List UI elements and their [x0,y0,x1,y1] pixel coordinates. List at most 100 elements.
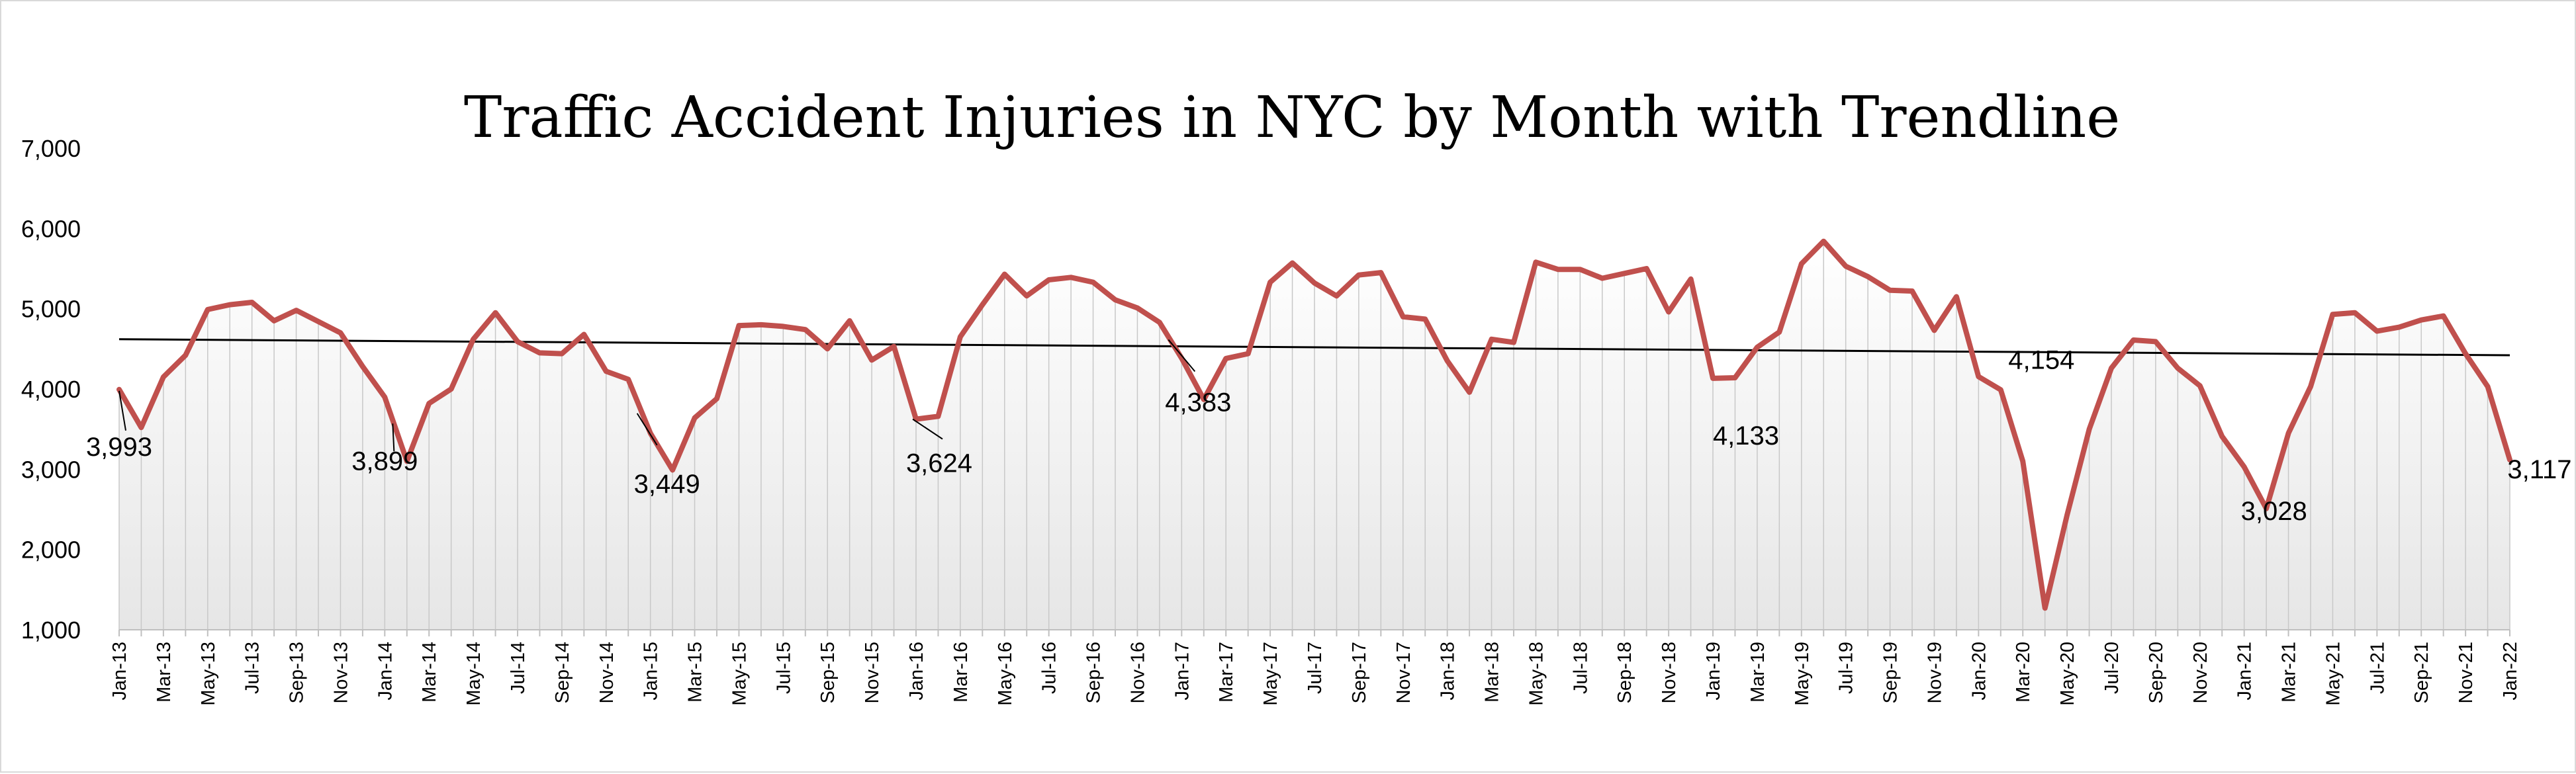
data-point [1225,357,1227,359]
data-point [1269,281,1271,283]
x-tick-label: Jan-19 [1703,642,1724,701]
data-point [473,338,475,340]
x-tick-label: Jan-21 [2234,642,2256,701]
data-point [318,321,319,323]
chart-title: Traffic Accident Injuries in NYC by Mont… [464,85,2120,151]
data-point [1203,398,1205,400]
data-point [1756,346,1758,348]
data-point [185,355,187,357]
data-label-leader [392,423,395,452]
data-point [937,415,939,417]
data-point [1291,262,1293,264]
data-point [1513,341,1514,343]
x-tick-label: Jan-15 [641,642,662,701]
data-label: 3,899 [351,447,418,476]
x-tick-label: Jan-20 [1968,642,1990,701]
data-point [140,427,142,429]
data-point [2487,386,2489,388]
data-point [1357,274,1359,276]
data-point [871,359,873,361]
y-axis-ticks: 1,000 2,000 3,000 4,000 5,000 6,000 7,000 [21,135,81,644]
x-tick-label: Mar-13 [154,642,175,703]
data-label: 4,383 [1165,388,1231,417]
x-tick-label: May-13 [198,642,219,706]
data-point [738,325,740,327]
data-point [605,370,607,372]
data-point [2088,428,2090,430]
x-tick-label: Sep-19 [1880,642,1902,704]
data-point [1734,377,1736,379]
data-point [694,417,696,419]
data-point [2000,389,2001,391]
x-tick-label: Sep-17 [1349,642,1370,704]
data-point [2509,459,2510,461]
data-point [2066,514,2068,516]
data-point [1491,338,1493,340]
x-tick-label: Mar-18 [1482,642,1503,703]
x-tick-label: Sep-15 [817,642,839,704]
data-label-leader [118,390,126,431]
data-point [2310,386,2311,388]
x-tick-label: Nov-17 [1393,642,1414,704]
x-tick-label: Jan-18 [1438,642,1459,701]
data-point [2177,367,2179,369]
data-point [2154,341,2156,343]
x-tick-label: Sep-14 [552,642,573,704]
data-point [2465,353,2467,355]
x-tick-label: May-17 [1260,642,1281,706]
data-point [672,469,674,471]
data-point [1314,282,1315,284]
x-tick-label: Jan-13 [109,642,130,701]
x-tick-label: May-21 [2323,642,2344,706]
data-labels: 3,993 3,899 3,449 3,624 4,383 4,133 4,154 3,028… [86,339,2572,526]
x-tick-label: Sep-20 [2146,642,2167,704]
x-tick-label: May-14 [463,642,484,706]
data-point [849,320,851,322]
x-tick-label: Nov-19 [1924,642,1945,704]
data-point [1336,295,1338,297]
data-point [1535,261,1537,263]
data-label: 3,117 [2507,455,2571,484]
data-point [406,460,408,462]
data-label-leader [1168,339,1196,372]
data-point [1402,316,1404,318]
data-point [2199,385,2201,387]
y-tick-label: 3,000 [21,456,81,483]
data-point [2287,432,2289,434]
x-tick-label: Nov-13 [330,642,351,704]
x-tick-label: Mar-21 [2279,642,2300,703]
data-point [915,418,917,420]
data-point [1026,295,1028,297]
x-tick-label: Jul-14 [508,642,529,694]
x-tick-label: Mar-14 [419,642,440,703]
x-tick-label: Mar-16 [950,642,972,703]
data-point [2266,507,2268,509]
x-tick-label: Nov-16 [1127,642,1148,704]
x-tick-label: Nov-14 [596,642,618,704]
data-point [1003,273,1005,275]
x-tick-label: Jul-20 [2101,642,2123,694]
drop-lines [118,241,2510,630]
x-tick-label: Sep-13 [287,642,308,704]
data-point [1933,329,1935,331]
data-point [760,323,762,325]
data-point [1446,360,1448,362]
data-point [1579,269,1581,271]
data-point [1845,265,1847,267]
x-tick-label: Jul-16 [1039,642,1060,694]
data-point [384,396,386,398]
x-tick-label: Jul-18 [1570,642,1591,694]
data-point [2354,312,2356,314]
x-tick-label: Jul-19 [1836,642,1857,694]
x-tick-label: Mar-17 [1216,642,1237,703]
data-label: 3,028 [2241,497,2307,526]
data-point [295,310,297,312]
data-point [716,398,717,400]
data-point [2044,607,2046,609]
data-point [2243,466,2245,468]
x-tick-label: May-15 [729,642,750,706]
data-label: 3,449 [634,470,700,499]
data-point [2133,339,2135,341]
